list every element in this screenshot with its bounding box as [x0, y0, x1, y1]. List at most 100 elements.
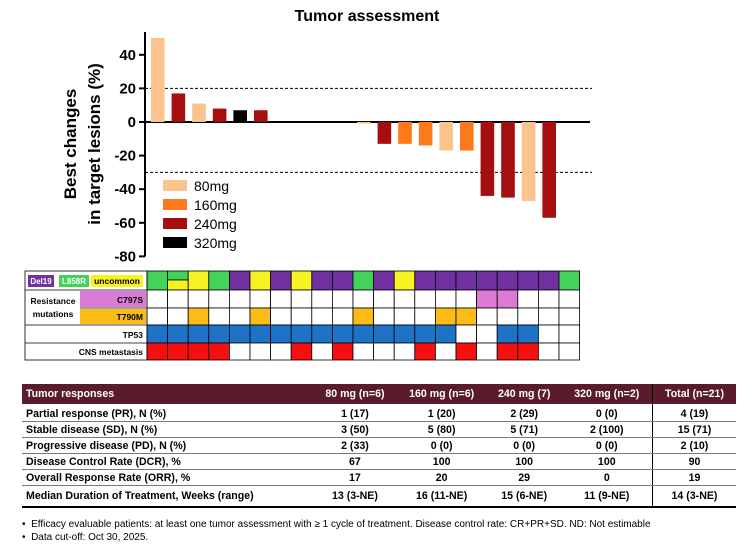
grid-cell-tp53: [187, 324, 210, 344]
table-cell: 2 (33): [313, 437, 397, 454]
table-row: Progressive disease (PD), N (%) 2 (33) 0…: [22, 437, 736, 454]
grid-cell-tp53: [311, 324, 333, 344]
grid-cell-mutation: [393, 270, 416, 291]
y-tick-label: 20: [119, 80, 136, 97]
grid-cell-cns: [311, 342, 333, 361]
grid-cell-tp53: [414, 324, 436, 344]
grid-cell-tp53: [517, 324, 539, 344]
grid-cell-cns: [373, 342, 395, 361]
grid-label-frame: [24, 270, 148, 361]
grid-cell-t790m: [517, 307, 539, 326]
grid-cell-tp53: [249, 324, 272, 344]
grid-cell-tp53: [558, 324, 581, 344]
table-cell: 0 (0): [486, 437, 562, 454]
grid-cell-t790m: [208, 307, 230, 326]
bar: [212, 108, 227, 122]
bar: [542, 122, 556, 218]
y-tick-label: -20: [114, 148, 136, 165]
l858r-label: L858R: [62, 277, 86, 286]
y-tick-label: -60: [114, 215, 136, 232]
grid-cell-c797s: [414, 289, 436, 309]
c797s-label: C797S: [117, 295, 143, 305]
grid-cell-cns: [558, 342, 581, 361]
grid-cell-mutation: [249, 270, 272, 291]
grid-cell-t790m: [455, 307, 478, 326]
table-header-cell: 240 mg (7): [486, 384, 562, 404]
del19-label: Del19: [30, 277, 52, 286]
grid-cell-t790m: [270, 307, 292, 326]
grid-cell-tp53: [331, 324, 354, 344]
grid-cell-mutation: [414, 270, 436, 291]
grid-cell-tp53: [476, 324, 498, 344]
table-row: Stable disease (SD), N (%) 3 (50) 5 (80)…: [22, 421, 736, 438]
legend-label: 160mg: [194, 197, 237, 213]
grid-cell-t790m: [311, 307, 333, 326]
legend-swatch: [163, 180, 187, 191]
grid-cell-t790m: [331, 307, 354, 326]
legend-swatch: [163, 237, 187, 248]
grid-cell-mutation: [331, 270, 354, 291]
footnote: • Data cut-off: Oct 30, 2025.: [22, 532, 149, 543]
table-cell: 2 (100): [561, 421, 653, 438]
grid-cell-cns: [538, 342, 560, 361]
grid-cell-c797s: [290, 289, 313, 309]
table-cell: 3 (50): [313, 421, 397, 438]
table-cell: 0 (0): [561, 437, 653, 454]
grid-cell-c797s: [167, 289, 189, 309]
t790m-label: T790M: [117, 312, 143, 322]
grid-cell-mutation: [352, 270, 375, 291]
grid-cell-tp53: [352, 324, 375, 344]
grid-cell-t790m: [373, 307, 395, 326]
grid-cell-t790m: [228, 307, 251, 326]
grid-cell-c797s: [352, 289, 375, 309]
grid-cell-mutation: [290, 270, 313, 291]
grid-cell-c797s: [517, 289, 539, 309]
table-header-cell: 160 mg (n=6): [396, 384, 487, 404]
grid-cell-cns: [393, 342, 416, 361]
table-header-cell: Tumor responses: [22, 384, 314, 404]
table-row: Partial response (PR), N (%) 1 (17) 1 (2…: [22, 404, 736, 422]
table-cell: 5 (71): [486, 421, 562, 438]
grid-cell-cns: [228, 342, 251, 361]
grid-cell-mutation: [270, 270, 292, 291]
y-axis-label-line-2: in target lesions (%): [85, 63, 104, 225]
footnote-text: Efficacy evaluable patients: at least on…: [31, 519, 651, 530]
table-row: Disease Control Rate (DCR), % 67 100 100…: [22, 453, 736, 470]
table-header-cell: 80 mg (n=6): [313, 384, 397, 404]
grid-cell-tp53: [167, 324, 189, 344]
grid-cell-cns: [517, 342, 539, 361]
table-cell: 15 (71): [652, 421, 736, 438]
grid-cell-mutation: [558, 270, 581, 291]
grid-cell-c797s: [538, 289, 560, 309]
table-cell: Overall Response Rate (ORR), %: [22, 469, 314, 486]
bar: [418, 122, 433, 146]
table-cell: 5 (80): [396, 421, 487, 438]
table-cell: Disease Control Rate (DCR), %: [22, 453, 314, 470]
table-cell: 14 (3-NE): [652, 485, 736, 508]
grid-cell-c797s: [455, 289, 478, 309]
uncommon-badge: [91, 275, 143, 287]
legend-label: 80mg: [194, 178, 229, 194]
table-row: Median Duration of Treatment, Weeks (ran…: [22, 485, 736, 508]
grid-cell-mutation: [538, 270, 560, 291]
bar: [460, 122, 474, 151]
tumor-response-table: Tumor responses 80 mg (n=6) 160 mg (n=6)…: [22, 384, 736, 508]
grid-cell-cns: [414, 342, 436, 361]
grid-cell-c797s: [393, 289, 416, 309]
waterfall-chart: Tumor assessment Best changes in target …: [24, 8, 592, 361]
footnotes: • Efficacy evaluable patients: at least …: [22, 518, 651, 544]
grid-cell-t790m: [434, 307, 457, 326]
bar: [151, 38, 165, 122]
grid-cell-cns: [496, 342, 519, 361]
grid-cell-c797s: [208, 289, 230, 309]
grid-cell-c797s: [558, 289, 581, 309]
grid-cell-t790m: [290, 307, 313, 326]
grid-cell-tp53: [538, 324, 560, 344]
grid-cell-c797s: [311, 289, 333, 309]
tp53-label: TP53: [123, 330, 144, 340]
table-cell: 0 (0): [561, 404, 653, 422]
table-cell: 100: [561, 453, 653, 470]
table-cell: Progressive disease (PD), N (%): [22, 437, 314, 454]
grid-cell-c797s: [331, 289, 354, 309]
table-header-row: Tumor responses 80 mg (n=6) 160 mg (n=6)…: [22, 384, 736, 404]
